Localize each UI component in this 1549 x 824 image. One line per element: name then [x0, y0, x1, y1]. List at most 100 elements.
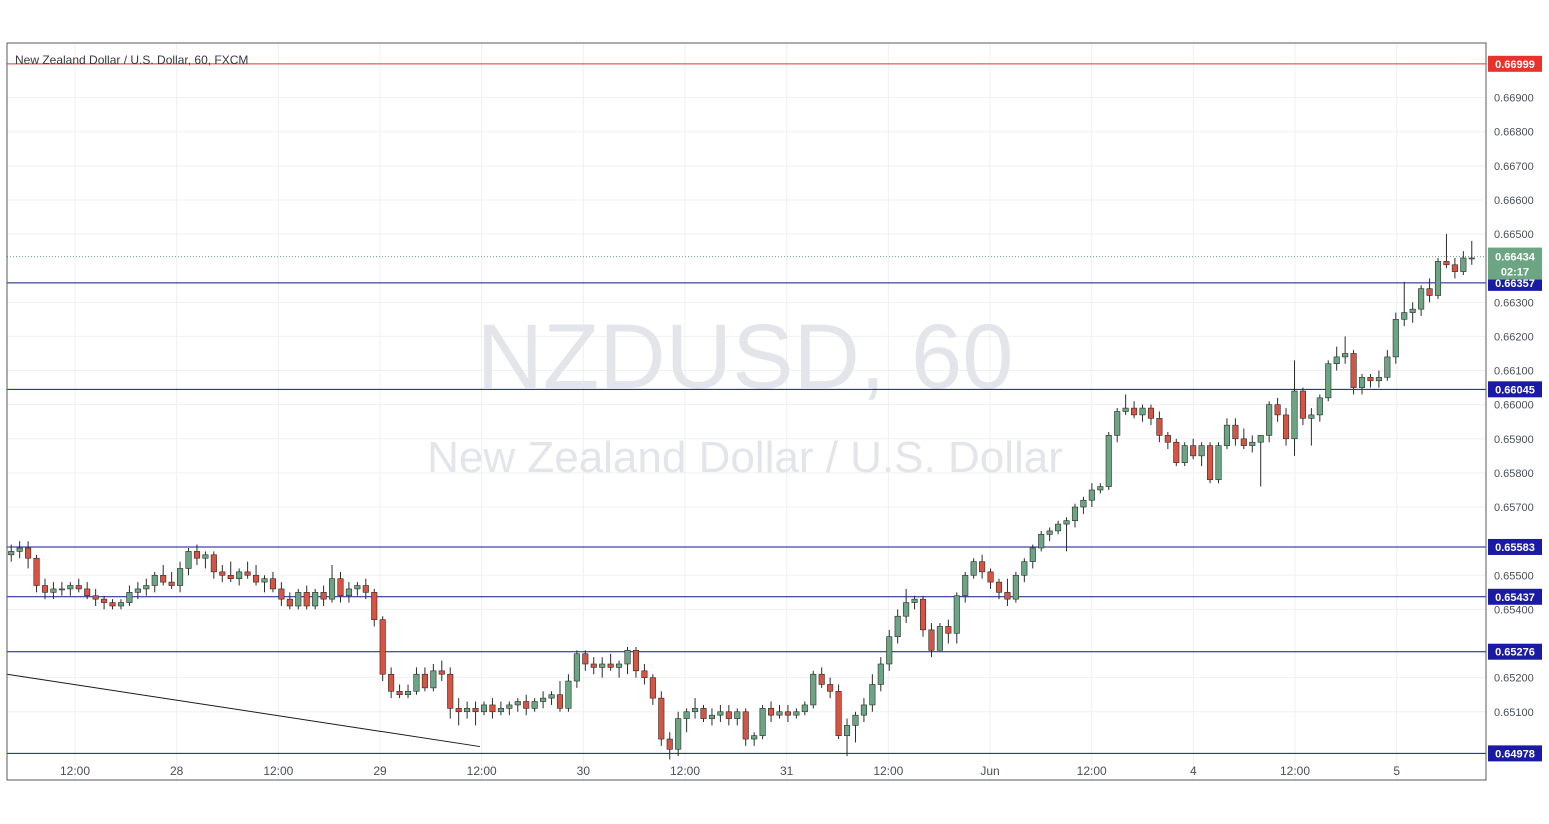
- candle[interactable]: [371, 588, 378, 627]
- candle[interactable]: [1181, 442, 1188, 467]
- candle[interactable]: [320, 585, 327, 606]
- candle[interactable]: [1325, 360, 1332, 402]
- time-axis[interactable]: 12:00 28 12:00 29 12:00 30 12:00 31 12:00 Jun 12:0…: [60, 764, 1400, 778]
- candle[interactable]: [489, 698, 496, 719]
- candle[interactable]: [751, 732, 758, 746]
- candle[interactable]: [1342, 336, 1349, 364]
- candle[interactable]: [472, 701, 479, 726]
- candle[interactable]: [244, 561, 251, 579]
- candle[interactable]: [995, 578, 1003, 600]
- candle[interactable]: [1451, 257, 1458, 279]
- candle[interactable]: [523, 694, 530, 716]
- candle[interactable]: [261, 575, 268, 593]
- candle[interactable]: [16, 541, 23, 559]
- candle[interactable]: [303, 585, 310, 610]
- candle[interactable]: [168, 571, 175, 589]
- candle[interactable]: [1257, 435, 1264, 487]
- candle[interactable]: [1266, 401, 1273, 443]
- candle[interactable]: [869, 674, 876, 712]
- candle[interactable]: [1215, 442, 1222, 484]
- candle[interactable]: [599, 657, 606, 678]
- candle[interactable]: [177, 561, 184, 593]
- candle[interactable]: [278, 582, 285, 606]
- candle[interactable]: [1350, 350, 1357, 395]
- candle[interactable]: [962, 571, 969, 603]
- candle[interactable]: [953, 592, 960, 644]
- candle[interactable]: [1223, 418, 1230, 450]
- trend-line[interactable]: [6, 673, 481, 748]
- candle[interactable]: [886, 629, 893, 671]
- candle[interactable]: [810, 670, 817, 709]
- candle[interactable]: [1434, 257, 1442, 299]
- candle[interactable]: [202, 551, 209, 569]
- candle[interactable]: [1443, 234, 1450, 269]
- candle[interactable]: [1147, 404, 1155, 426]
- candle[interactable]: [582, 650, 589, 671]
- candle[interactable]: [1291, 360, 1298, 456]
- candle[interactable]: [1316, 394, 1323, 422]
- candle[interactable]: [101, 595, 108, 610]
- candle[interactable]: [1088, 483, 1095, 508]
- candle[interactable]: [979, 554, 986, 579]
- candle[interactable]: [928, 623, 935, 658]
- candle[interactable]: [1012, 571, 1019, 603]
- candle[interactable]: [345, 582, 352, 603]
- candle[interactable]: [641, 663, 648, 685]
- candle[interactable]: [1384, 350, 1391, 381]
- candle[interactable]: [1418, 285, 1425, 316]
- candle[interactable]: [480, 701, 488, 716]
- candle[interactable]: [877, 657, 884, 692]
- candle[interactable]: [117, 599, 125, 610]
- candle[interactable]: [573, 650, 580, 688]
- candle[interactable]: [894, 609, 901, 644]
- candle[interactable]: [413, 667, 420, 695]
- candle[interactable]: [1468, 240, 1475, 265]
- candle[interactable]: [936, 623, 943, 651]
- candle[interactable]: [1392, 312, 1399, 364]
- candle[interactable]: [784, 704, 791, 722]
- candle[interactable]: [793, 708, 800, 719]
- candle[interactable]: [362, 578, 369, 600]
- candle[interactable]: [126, 585, 133, 606]
- candle[interactable]: [1299, 387, 1306, 426]
- candle[interactable]: [1139, 404, 1146, 422]
- candle[interactable]: [134, 582, 141, 600]
- candle[interactable]: [41, 578, 49, 600]
- candle[interactable]: [1358, 373, 1366, 395]
- candle[interactable]: [987, 568, 994, 589]
- candle[interactable]: [692, 698, 699, 719]
- candle[interactable]: [464, 701, 471, 719]
- candle[interactable]: [675, 711, 682, 757]
- candle[interactable]: [801, 701, 808, 716]
- candle[interactable]: [404, 684, 412, 699]
- candle[interactable]: [286, 592, 293, 610]
- candle[interactable]: [590, 657, 597, 675]
- candle[interactable]: [50, 582, 57, 600]
- candle[interactable]: [1460, 251, 1467, 276]
- candle[interactable]: [725, 704, 732, 726]
- candle[interactable]: [616, 660, 623, 678]
- candle[interactable]: [143, 578, 150, 596]
- candle[interactable]: [92, 588, 99, 606]
- candle[interactable]: [506, 701, 513, 716]
- candle[interactable]: [1131, 401, 1138, 419]
- candle[interactable]: [1207, 442, 1214, 484]
- candle[interactable]: [160, 565, 167, 586]
- candle[interactable]: [1122, 394, 1129, 415]
- candle[interactable]: [430, 663, 437, 692]
- candle[interactable]: [312, 588, 319, 610]
- candle[interactable]: [717, 704, 724, 722]
- candle[interactable]: [1071, 503, 1079, 528]
- candle[interactable]: [8, 544, 15, 562]
- candle[interactable]: [1240, 428, 1247, 450]
- candle[interactable]: [1097, 483, 1104, 494]
- candle[interactable]: [388, 667, 395, 699]
- price-axis[interactable]: 0.66900 0.66800 0.66700 0.66600 0.66500 0.663…: [1494, 93, 1534, 719]
- candle[interactable]: [1055, 520, 1062, 535]
- candle[interactable]: [210, 551, 217, 579]
- candle[interactable]: [1401, 281, 1408, 327]
- candle[interactable]: [1114, 408, 1121, 443]
- candle[interactable]: [1029, 544, 1036, 569]
- candle[interactable]: [911, 595, 918, 610]
